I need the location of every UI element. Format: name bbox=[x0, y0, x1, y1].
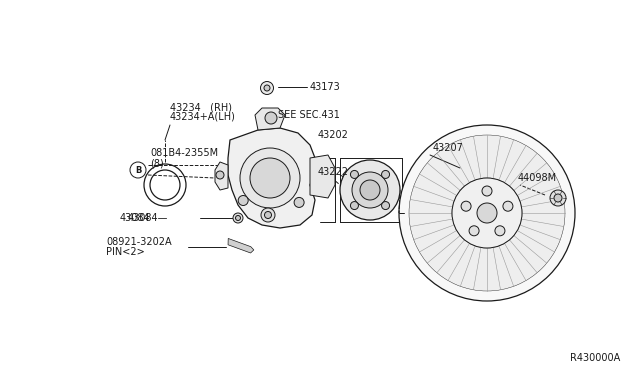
Text: B: B bbox=[135, 166, 141, 174]
Text: 43084: 43084 bbox=[120, 213, 150, 223]
Circle shape bbox=[265, 112, 277, 124]
Circle shape bbox=[554, 194, 562, 202]
Circle shape bbox=[452, 178, 522, 248]
Text: 081B4-2355M: 081B4-2355M bbox=[150, 148, 218, 158]
Text: 08921-3202A: 08921-3202A bbox=[106, 237, 172, 247]
Circle shape bbox=[477, 203, 497, 223]
Circle shape bbox=[461, 201, 471, 211]
Circle shape bbox=[216, 171, 224, 179]
Text: 43173: 43173 bbox=[310, 82, 340, 92]
Circle shape bbox=[238, 196, 248, 205]
Polygon shape bbox=[215, 162, 228, 190]
Text: R430000A: R430000A bbox=[570, 353, 620, 363]
Text: 44098M: 44098M bbox=[518, 173, 557, 183]
Circle shape bbox=[360, 180, 380, 200]
Circle shape bbox=[240, 148, 300, 208]
Wedge shape bbox=[409, 135, 565, 291]
Text: (8): (8) bbox=[150, 158, 164, 168]
Circle shape bbox=[469, 226, 479, 236]
Circle shape bbox=[503, 201, 513, 211]
Circle shape bbox=[550, 190, 566, 206]
Text: 43207: 43207 bbox=[433, 143, 464, 153]
Text: PIN<2>: PIN<2> bbox=[106, 247, 145, 257]
Circle shape bbox=[351, 170, 358, 179]
Circle shape bbox=[381, 170, 390, 179]
Circle shape bbox=[399, 125, 575, 301]
Circle shape bbox=[250, 158, 290, 198]
Text: SEE SEC.431: SEE SEC.431 bbox=[278, 110, 340, 120]
Polygon shape bbox=[310, 155, 335, 198]
Ellipse shape bbox=[260, 81, 273, 94]
Text: 43234   (RH): 43234 (RH) bbox=[170, 102, 232, 112]
Polygon shape bbox=[228, 238, 254, 253]
Circle shape bbox=[294, 198, 304, 208]
Text: 43084—: 43084— bbox=[127, 213, 168, 223]
Circle shape bbox=[236, 215, 241, 221]
Ellipse shape bbox=[264, 85, 270, 91]
Circle shape bbox=[381, 202, 390, 209]
Circle shape bbox=[261, 208, 275, 222]
Circle shape bbox=[233, 213, 243, 223]
Text: 43222: 43222 bbox=[318, 167, 349, 177]
Circle shape bbox=[352, 172, 388, 208]
Text: 43234+A(LH): 43234+A(LH) bbox=[170, 111, 236, 121]
Polygon shape bbox=[228, 128, 315, 228]
Polygon shape bbox=[255, 108, 285, 130]
Text: 43202: 43202 bbox=[318, 130, 349, 140]
Circle shape bbox=[482, 186, 492, 196]
Circle shape bbox=[351, 202, 358, 209]
Circle shape bbox=[264, 212, 271, 218]
Circle shape bbox=[495, 226, 505, 236]
Circle shape bbox=[340, 160, 400, 220]
